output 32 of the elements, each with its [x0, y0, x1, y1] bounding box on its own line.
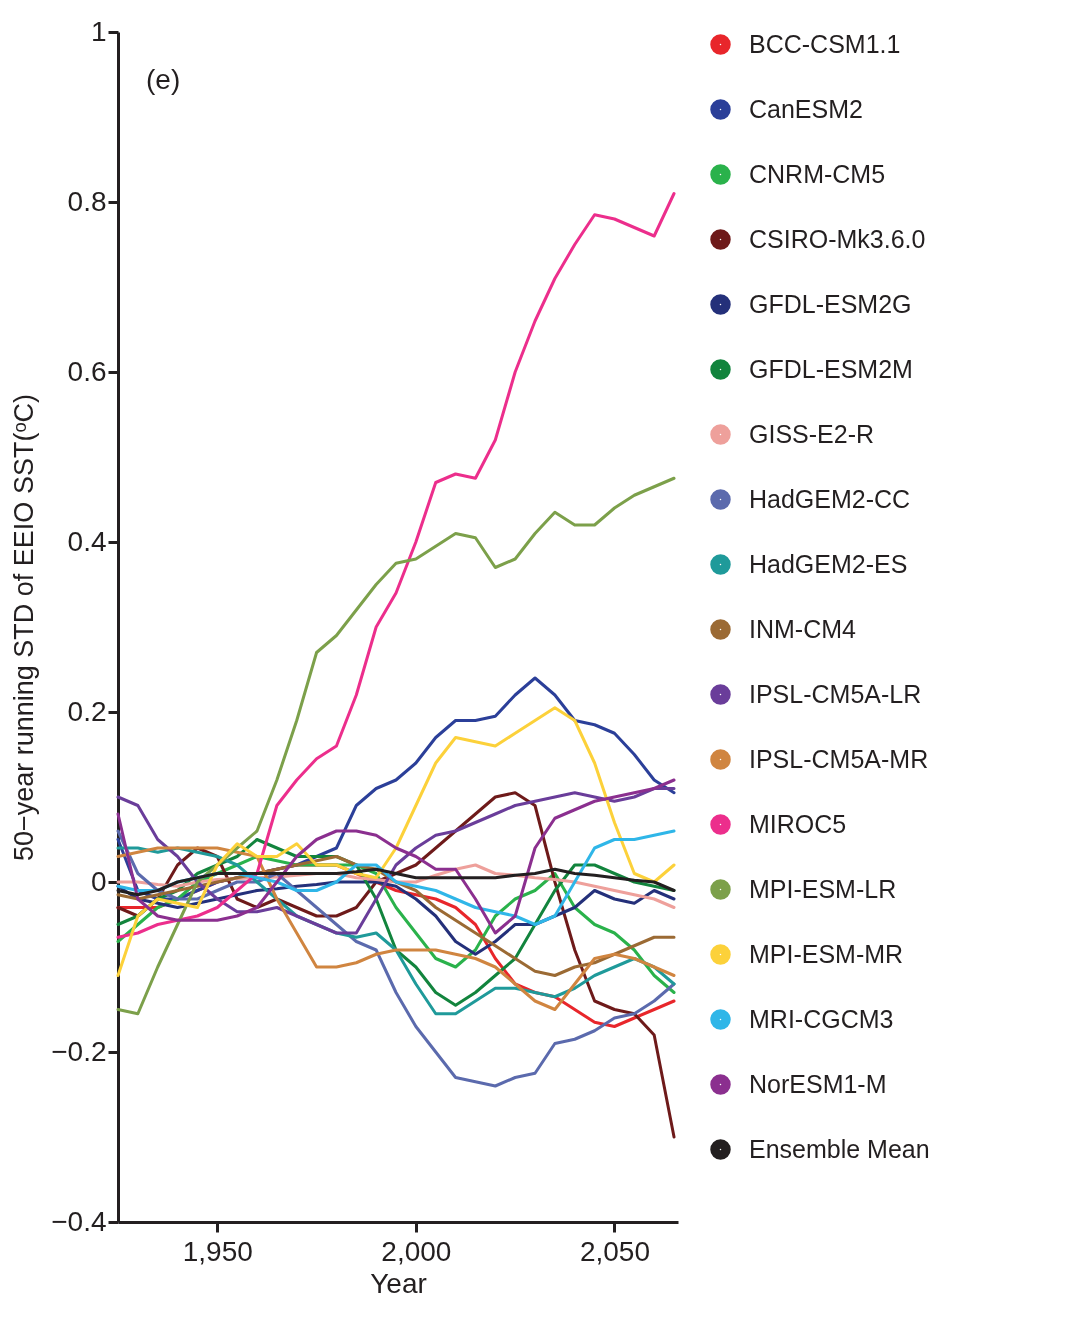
y-tick-label: 0.2 — [67, 695, 107, 727]
legend-label: MPI-ESM-MR — [749, 939, 904, 968]
y-tick-label: −0.4 — [51, 1205, 107, 1237]
legend-label: NorESM1-M — [749, 1069, 887, 1098]
x-tick-label: 1,950 — [182, 1235, 253, 1267]
legend-label: CanESM2 — [749, 94, 863, 123]
legend-label: IPSL-CM5A-MR — [749, 744, 929, 773]
y-tick-label: 0.8 — [67, 185, 107, 217]
x-tick-label: 2,050 — [579, 1235, 650, 1267]
legend-label: CNRM-CM5 — [749, 159, 886, 188]
legend-label: BCC-CSM1.1 — [749, 29, 901, 58]
legend-label: MIROC5 — [749, 809, 847, 838]
x-tick-label: 2,000 — [381, 1235, 452, 1267]
legend-label: GFDL-ESM2G — [749, 289, 912, 318]
legend-label: CSIRO-Mk3.6.0 — [749, 224, 926, 253]
legend-label: INM-CM4 — [749, 614, 857, 643]
y-tick-label: 0.6 — [67, 355, 107, 387]
legend-label: GISS-E2-R — [749, 419, 875, 448]
y-tick-label: 0 — [90, 865, 107, 897]
legend-label: MPI-ESM-LR — [749, 874, 897, 903]
legend-label: MRI-CGCM3 — [749, 1004, 894, 1033]
y-tick-label: 0.4 — [67, 525, 107, 557]
y-tick-label: −0.2 — [51, 1035, 107, 1067]
legend-label: HadGEM2-ES — [749, 549, 908, 578]
legend-label: GFDL-ESM2M — [749, 354, 913, 383]
legend-label: IPSL-CM5A-LR — [749, 679, 922, 708]
legend-label: Ensemble Mean — [749, 1134, 930, 1163]
legend-label: HadGEM2-CC — [749, 484, 911, 513]
y-tick-label: 1 — [90, 15, 107, 47]
annotation: (e) — [146, 64, 181, 95]
y-axis-title: 50−year running STD of EEIO SST(ᵒC) — [9, 393, 40, 862]
x-axis-title: Year — [370, 1267, 427, 1299]
